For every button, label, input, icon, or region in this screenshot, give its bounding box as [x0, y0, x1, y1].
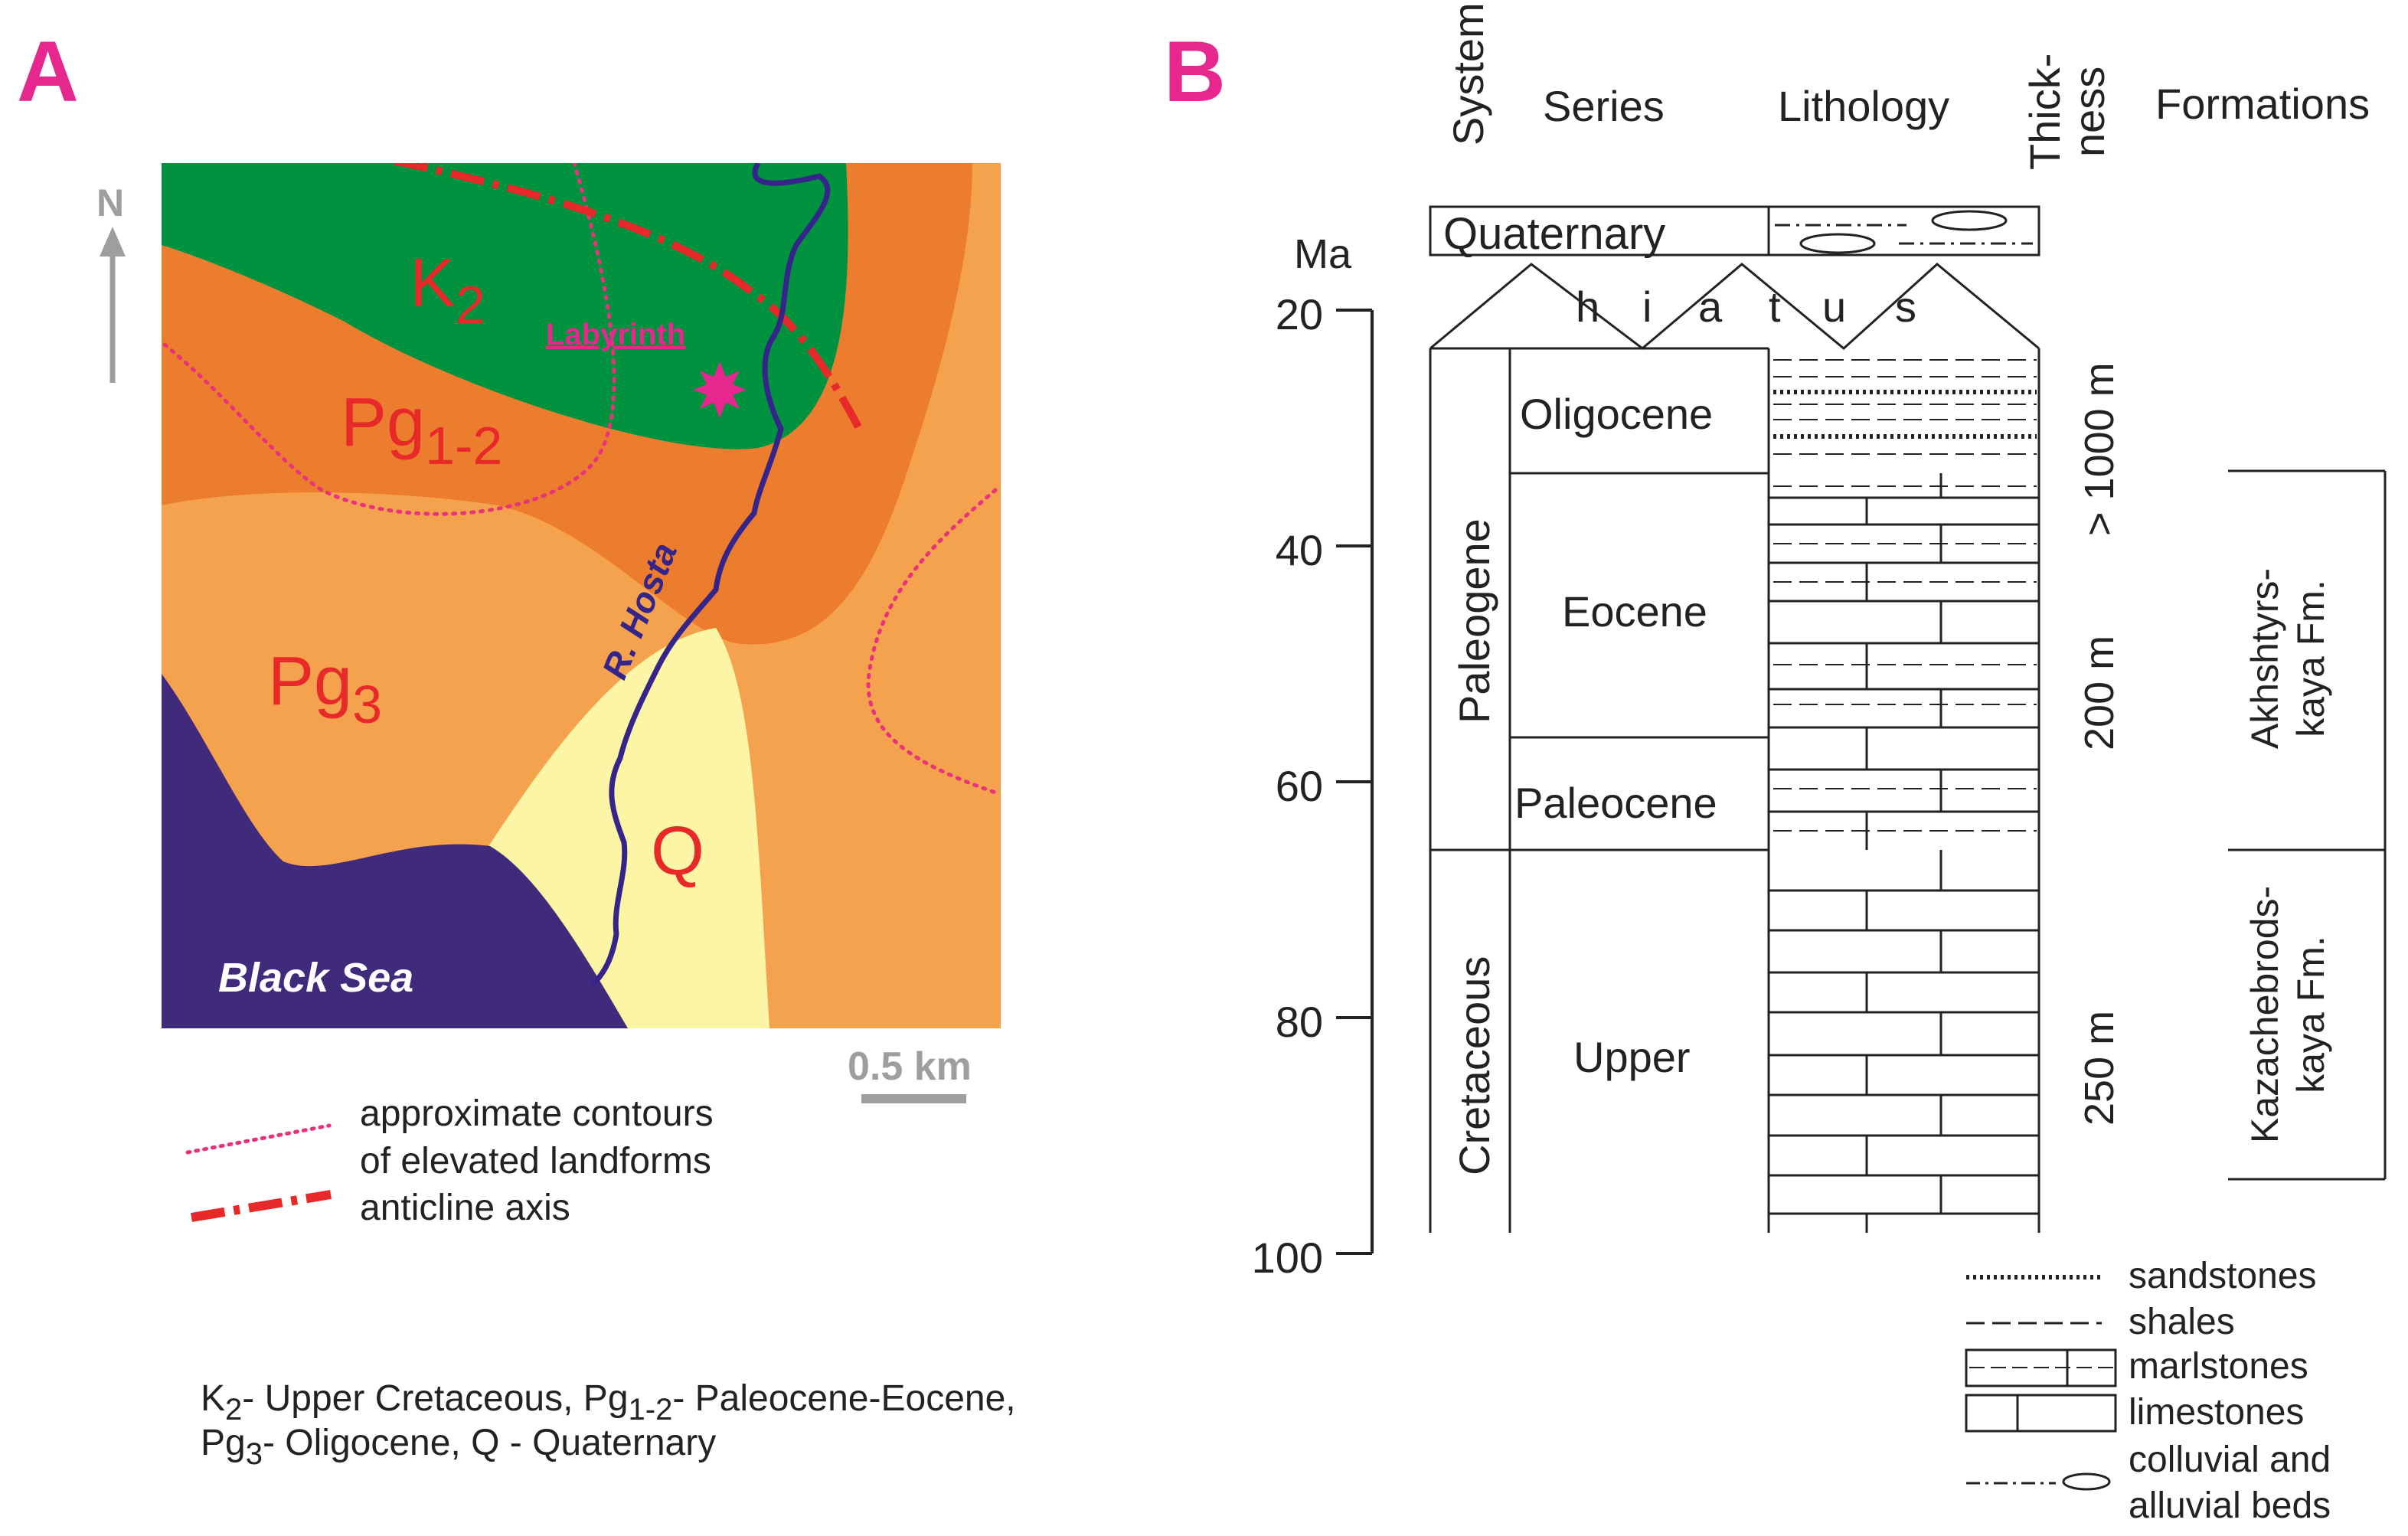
header-system: System	[1444, 2, 1492, 145]
sea-label: Black Sea	[218, 955, 413, 1001]
anticline-axis	[393, 163, 865, 435]
legend-marlstones-text: marlstones	[2129, 1346, 2308, 1387]
lithology-column	[1769, 359, 2039, 1233]
panel-a-label: A	[17, 24, 79, 119]
series-eocene: Eocene	[1562, 587, 1707, 636]
thickness-1000: > 1000 m	[2076, 362, 2122, 536]
tick-40: 40	[1276, 526, 1323, 574]
time-axis: Ma 20 40 60 80 100	[1252, 231, 1374, 1282]
tick-20: 20	[1276, 290, 1323, 338]
unit-pg12-label: Pg1-2	[341, 384, 502, 476]
quaternary-label: Quaternary	[1443, 209, 1665, 259]
legend-limestones-symbol	[1965, 1394, 2117, 1433]
scale-bar: 0.5 km	[848, 1044, 972, 1103]
caption-line-1: K2- Upper Cretaceous, Pg1-2- Paleocene-E…	[201, 1378, 1016, 1427]
header-thickness-2: ness	[2065, 67, 2113, 157]
unit-k2-area	[162, 163, 848, 449]
axis-unit: Ma	[1294, 231, 1352, 277]
hiatus-i: i	[1642, 283, 1652, 331]
hiatus-t: t	[1769, 283, 1781, 331]
series-oligocene: Oligocene	[1520, 390, 1713, 438]
panel-b-label: B	[1164, 24, 1226, 119]
header-lithology: Lithology	[1778, 82, 1949, 130]
series-paleocene: Paleocene	[1514, 779, 1717, 827]
scale-label: 0.5 km	[848, 1044, 972, 1089]
tick-80: 80	[1276, 998, 1323, 1046]
contour-west	[162, 163, 616, 516]
legend-colluvial-text-1: colluvial and	[2129, 1440, 2331, 1480]
black-sea-area	[162, 674, 628, 1028]
formation-akhshtyrs-1: Akhshtyrs-	[2243, 568, 2286, 749]
thickness-200: 200 m	[2076, 636, 2122, 750]
system-cretaceous: Cretaceous	[1450, 956, 1498, 1175]
formation-akhshtyrs-2: kaya Fm.	[2289, 580, 2332, 737]
labyrinth-star-icon	[693, 361, 747, 418]
tick-100: 100	[1252, 1234, 1323, 1282]
hiatus-a: a	[1698, 283, 1723, 331]
legend-shales-text: shales	[2129, 1302, 2235, 1342]
system-paleogene: Paleogene	[1450, 518, 1498, 724]
legend-contour-symbol	[185, 1123, 332, 1155]
header-series: Series	[1543, 82, 1665, 130]
caption-a: K2- Upper Cretaceous, Pg1-2- Paleocene-E…	[201, 1378, 1016, 1471]
quaternary-row	[1429, 205, 2040, 257]
hiatus-s: s	[1895, 283, 1916, 331]
header-formations: Formations	[2155, 80, 2370, 128]
north-label: N	[96, 181, 124, 224]
formations-column	[2228, 469, 2387, 1181]
panel-a: A N K2 Pg1-2 Pg3 Q Labyrinth R. Hosta Bl…	[17, 24, 1016, 1471]
column-headers: System Series Lithology Thick- ness Form…	[1444, 2, 2370, 170]
legend-colluvial-text-2: alluvial beds	[2129, 1485, 2331, 1526]
panel-b: B System Series Lithology Thick- ness Fo…	[1164, 2, 2387, 1526]
unit-pg3-label: Pg3	[268, 643, 382, 734]
legend-anticline-text: anticline axis	[360, 1188, 570, 1228]
hiatus-h: h	[1576, 283, 1599, 331]
unit-q-label: Q	[651, 813, 704, 890]
legend-b: sandstones shales marlstones limestones …	[1965, 1256, 2331, 1526]
header-thickness-1: Thick-	[2021, 54, 2069, 170]
caption-line-2: Pg3- Oligocene, Q - Quaternary	[201, 1423, 716, 1471]
legend-a: approximate contours of elevated landfor…	[185, 1093, 714, 1228]
labyrinth-label: Labyrinth	[546, 318, 685, 351]
unit-k2-label: K2	[410, 245, 485, 335]
legend-marlstones-symbol	[1965, 1348, 2117, 1387]
legend-sandstones-text: sandstones	[2129, 1256, 2317, 1296]
formation-kazachebrods-2: kaya Fm.	[2289, 936, 2332, 1093]
contour-east	[866, 488, 998, 795]
legend-limestones-text: limestones	[2129, 1392, 2304, 1433]
series-upper: Upper	[1573, 1033, 1691, 1081]
hiatus-zigzag: h i a t u s	[1429, 263, 2040, 350]
legend-colluvial-symbol	[1966, 1472, 2111, 1491]
tick-60: 60	[1276, 762, 1323, 810]
legend-anticline-symbol	[191, 1190, 332, 1222]
geologic-map: K2 Pg1-2 Pg3 Q Labyrinth R. Hosta Black …	[162, 163, 1001, 1028]
north-arrow-icon: N	[96, 181, 126, 383]
river-hosta	[591, 163, 831, 986]
stratigraphic-column	[1429, 347, 2040, 1233]
legend-contour-text-1: approximate contours	[360, 1093, 714, 1134]
formation-kazachebrods-1: Kazachebrods-	[2243, 886, 2286, 1143]
hiatus-u: u	[1822, 283, 1846, 331]
legend-contour-text-2: of elevated landforms	[360, 1141, 711, 1181]
thickness-250: 250 m	[2076, 1011, 2122, 1126]
